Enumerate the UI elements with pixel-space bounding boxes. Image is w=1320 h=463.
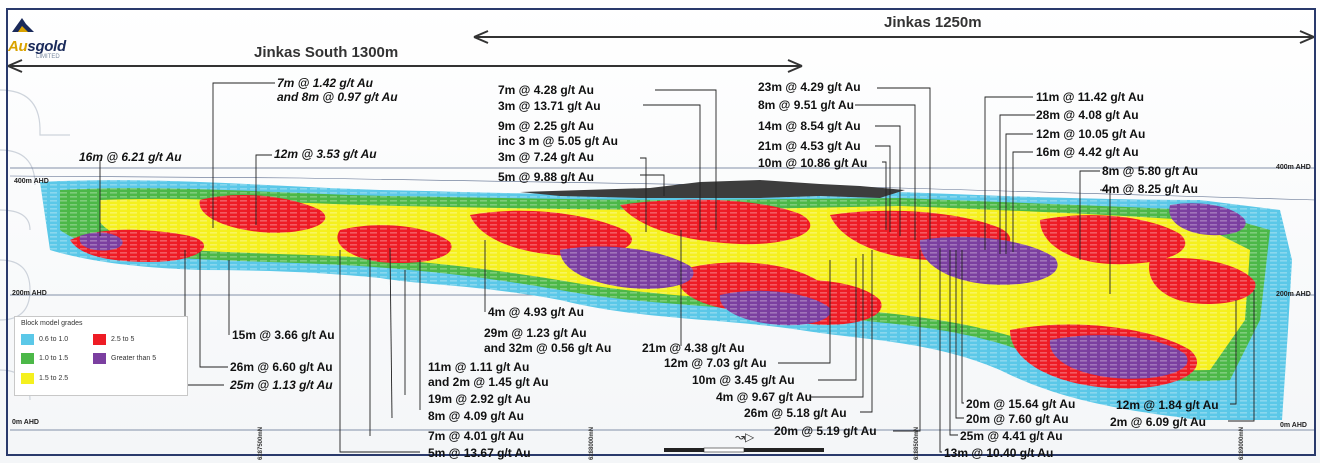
intercept-label: 16m @ 6.21 g/t Au	[79, 150, 182, 164]
intercept-label: 4m @ 8.25 g/t Au	[1102, 182, 1198, 196]
intercept-label: 25m @ 4.41 g/t Au	[960, 429, 1063, 443]
intercept-label: 15m @ 3.66 g/t Au	[232, 328, 335, 342]
intercept-label: 4m @ 9.67 g/t Au	[716, 390, 812, 404]
intercept-label: 4m @ 4.93 g/t Au	[488, 305, 584, 319]
legend-swatch	[21, 353, 34, 364]
grade-legend: Block model grades 0.6 to 1.0 1.0 to 1.5…	[14, 316, 188, 396]
intercept-label: 21m @ 4.53 g/t Au	[758, 139, 861, 153]
intercept-label: 7m @ 4.01 g/t Au	[428, 429, 524, 443]
legend-swatch	[93, 334, 106, 345]
legend-swatch	[93, 353, 106, 364]
northing-label: 6287500mN	[258, 426, 264, 460]
legend-label: 1.0 to 1.5	[39, 355, 69, 362]
northing-label: 6289000mN	[1239, 426, 1245, 460]
intercept-label: 8m @ 4.09 g/t Au	[428, 409, 524, 423]
decorative-arcs	[0, 89, 70, 401]
level-0-right: 0m AHD	[1280, 422, 1307, 429]
legend-label: 2.5 to 5	[111, 336, 135, 343]
intercept-label: and 2m @ 1.45 g/t Au	[428, 375, 549, 389]
intercept-label: and 8m @ 0.97 g/t Au	[277, 90, 398, 104]
intercept-label: 12m @ 10.05 g/t Au	[1036, 127, 1146, 141]
intercept-label: 25m @ 1.13 g/t Au	[230, 378, 333, 392]
intercept-label: 12m @ 7.03 g/t Au	[664, 356, 767, 370]
intercept-label: 10m @ 10.86 g/t Au	[758, 156, 868, 170]
ausgold-logo-icon	[12, 18, 34, 32]
leader-lines	[99, 82, 1255, 453]
legend-label: Greater than 5	[111, 355, 157, 362]
intercept-label: 9m @ 2.25 g/t Au	[498, 119, 594, 133]
intercept-label: 2m @ 6.09 g/t Au	[1110, 415, 1206, 429]
intercept-label: 20m @ 15.64 g/t Au	[966, 397, 1076, 411]
legend-title: Block model grades	[21, 320, 83, 327]
legend-label: 1.5 to 2.5	[39, 375, 69, 382]
intercept-label: 5m @ 13.67 g/t Au	[428, 446, 531, 460]
intercept-label: 29m @ 1.23 g/t Au	[484, 326, 587, 340]
open-pit	[520, 180, 905, 198]
intercept-label: 21m @ 4.38 g/t Au	[642, 341, 745, 355]
figure-frame	[6, 8, 1316, 456]
intercept-label: 8m @ 5.80 g/t Au	[1102, 164, 1198, 178]
intercept-label: 19m @ 2.92 g/t Au	[428, 392, 531, 406]
intercept-label: and 32m @ 0.56 g/t Au	[484, 341, 612, 355]
intercept-label: 20m @ 7.60 g/t Au	[966, 412, 1069, 426]
intercept-label: 26m @ 5.18 g/t Au	[744, 406, 847, 420]
scale-bar	[664, 447, 824, 453]
intercept-label: 11m @ 11.42 g/t Au	[1036, 90, 1144, 104]
intercept-label: inc 3 m @ 5.05 g/t Au	[498, 134, 618, 148]
level-200-right: 200m AHD	[1276, 291, 1311, 298]
legend-swatch	[21, 334, 34, 345]
intercept-label: 3m @ 7.24 g/t Au	[498, 150, 594, 164]
intercept-label: 14m @ 8.54 g/t Au	[758, 119, 861, 133]
span-label-jinkas: Jinkas 1250m	[884, 14, 982, 31]
intercept-label: 28m @ 4.08 g/t Au	[1036, 108, 1139, 122]
intercept-label: 7m @ 1.42 g/t Au	[277, 76, 373, 90]
level-0-left: 0m AHD	[12, 419, 39, 426]
intercept-label: 20m @ 5.19 g/t Au	[774, 424, 877, 438]
intercept-label: 8m @ 9.51 g/t Au	[758, 98, 854, 112]
intercept-label: 26m @ 6.60 g/t Au	[230, 360, 333, 374]
legend-swatch	[21, 373, 34, 384]
span-label-jinkas-south: Jinkas South 1300m	[254, 44, 399, 61]
intercept-label: 10m @ 3.45 g/t Au	[692, 373, 795, 387]
intercept-label: 12m @ 1.84 g/t Au	[1116, 398, 1219, 412]
level-200-left: 200m AHD	[12, 290, 47, 297]
span-arrows	[7, 30, 1315, 73]
intercept-label: 7m @ 4.28 g/t Au	[498, 83, 594, 97]
level-400-right: 400m AHD	[1276, 164, 1311, 171]
northing-label: 6288500mN	[914, 426, 920, 460]
north-arrow-icon: ↝▷	[735, 430, 755, 444]
intercept-label: 16m @ 4.42 g/t Au	[1036, 145, 1139, 159]
intercept-label: 13m @ 10.40 g/t Au	[944, 446, 1054, 460]
legend-label: 0.6 to 1.0	[39, 336, 69, 343]
logo-subtitle: LIMITED	[36, 54, 60, 60]
logo-wordmark: Ausgold	[8, 38, 66, 55]
block-model	[40, 180, 1292, 420]
intercept-label: 3m @ 13.71 g/t Au	[498, 99, 601, 113]
intercept-label: 11m @ 1.11 g/t Au	[428, 360, 530, 374]
intercept-label: 12m @ 3.53 g/t Au	[274, 147, 377, 161]
intercept-label: 5m @ 9.88 g/t Au	[498, 170, 594, 184]
level-400-left: 400m AHD	[14, 178, 49, 185]
northing-label: 6288000mN	[589, 426, 595, 460]
intercept-label: 23m @ 4.29 g/t Au	[758, 80, 861, 94]
